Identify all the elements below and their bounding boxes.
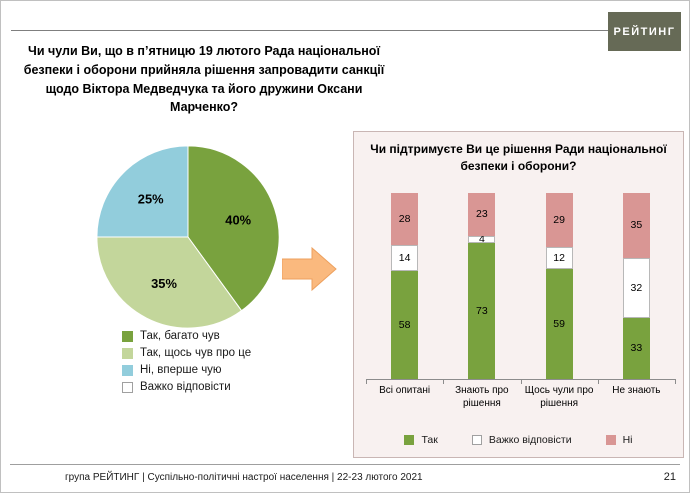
bar-column: 59 12 29 [521,193,598,379]
axis-tick [597,379,599,384]
bar-segment: 28 [391,193,419,246]
bar-segment: 59 [545,269,573,379]
category-label: Не знають [612,385,661,396]
bar-categories: Всі опитані Знають про рішення Щось чули п… [366,384,675,410]
bar-value-label: 73 [476,304,488,317]
legend-swatch [471,435,482,445]
axis-tick [443,379,445,384]
pie-value-label: 40% [225,213,251,228]
pie-slice [96,145,189,238]
rating-logo: РЕЙТИНГ [608,12,681,51]
category-label: Знають про рішення [455,385,509,409]
pie-legend-item: Ні, вперше чую [122,364,251,376]
pie-chart: 40% 35% 25% [96,145,280,329]
footer-source: група РЕЙТИНГ | Суспільно-політичні наст… [65,472,423,483]
pie-legend-item: Так, багато чув [122,330,251,342]
bar-value-label: 12 [553,251,565,264]
legend-swatch [404,435,415,445]
logo-text: РЕЙТИНГ [613,25,676,38]
legend-label: Так, багато чув [140,330,220,342]
bar-stack: 58 14 28 [391,193,419,379]
axis-tick [520,379,522,384]
category-label: Всі опитані [379,385,431,396]
arrow-right-icon [282,246,337,292]
bar-legend: Так Важко відповісти Ні [354,434,683,446]
bar-segment: 23 [468,193,496,236]
footer-divider [10,464,680,465]
legend-label: Так [421,434,438,446]
bar-stack: 33 32 35 [622,193,650,379]
pie-legend-item: Важко відповісти [122,381,251,393]
bar-value-label: 35 [630,219,643,232]
bar-stack: 59 12 29 [545,193,573,379]
bar-value-label: 28 [398,212,411,225]
bar-legend-item: Важко відповісти [471,434,572,446]
legend-swatch [122,347,133,359]
bar-segment: 29 [545,193,573,248]
bar-legend-item: Так [404,434,438,446]
support-panel: Чи підтримуєте Ви це рішення Ради націон… [353,131,684,458]
arrow-shape [282,246,337,292]
bar-value-label: 59 [553,317,565,330]
bar-legend-item: Ні [605,434,633,446]
bar-column: 58 14 28 [366,193,443,379]
pie-value-label: 25% [138,192,164,207]
pie-question-title: Чи чули Ви, що в п’ятницю 19 лютого Рада… [23,44,385,115]
pie-legend: Так, багато чув Так, щось чув про це Ні, в… [122,330,251,393]
bar-segment: 58 [391,271,419,379]
legend-swatch [605,435,616,445]
bar-value-label: 33 [630,342,643,355]
pie-legend-item: Так, щось чув про це [122,347,251,359]
legend-label: Ні, вперше чую [140,364,222,376]
bar-segment: 4 [468,233,496,246]
legend-label: Важко відповісти [488,434,572,446]
legend-label: Важко відповісти [140,381,231,393]
bar-column: 73 4 23 [443,193,520,379]
legend-swatch [122,381,133,393]
pie-slice [96,236,243,329]
bar-segment: 12 [545,247,573,270]
bar-stack: 73 4 23 [468,193,496,379]
category-label: Щось чули про рішення [524,385,594,409]
bar-value-label: 58 [398,318,411,331]
bar-segment: 33 [622,317,650,379]
bar-value-label: 14 [398,251,411,264]
legend-label: Ні [622,434,633,446]
page-number: 21 [663,471,676,483]
bar-chart: 58 14 28 73 4 23 59 12 29 33 32 35 [366,192,676,384]
bar-segment: 32 [622,258,650,318]
legend-swatch [122,330,133,342]
bar-value-label: 32 [630,281,643,294]
bar-chart-title: Чи підтримуєте Ви це рішення Ради націон… [370,142,667,174]
legend-label: Так, щось чув про це [140,347,252,359]
bar-segment: 35 [622,193,650,259]
bar-segment: 14 [391,245,419,272]
pie-slice [187,145,280,312]
bar-value-label: 23 [476,208,488,221]
axis-tick [366,379,367,384]
legend-swatch [122,364,133,376]
bar-value-label: 29 [553,213,565,226]
axis-tick [675,379,676,384]
top-divider [11,30,680,31]
bar-value-label: 4 [478,233,485,246]
bar-column: 33 32 35 [598,193,675,379]
pie-value-label: 35% [151,276,177,291]
bar-segment: 73 [468,243,496,379]
